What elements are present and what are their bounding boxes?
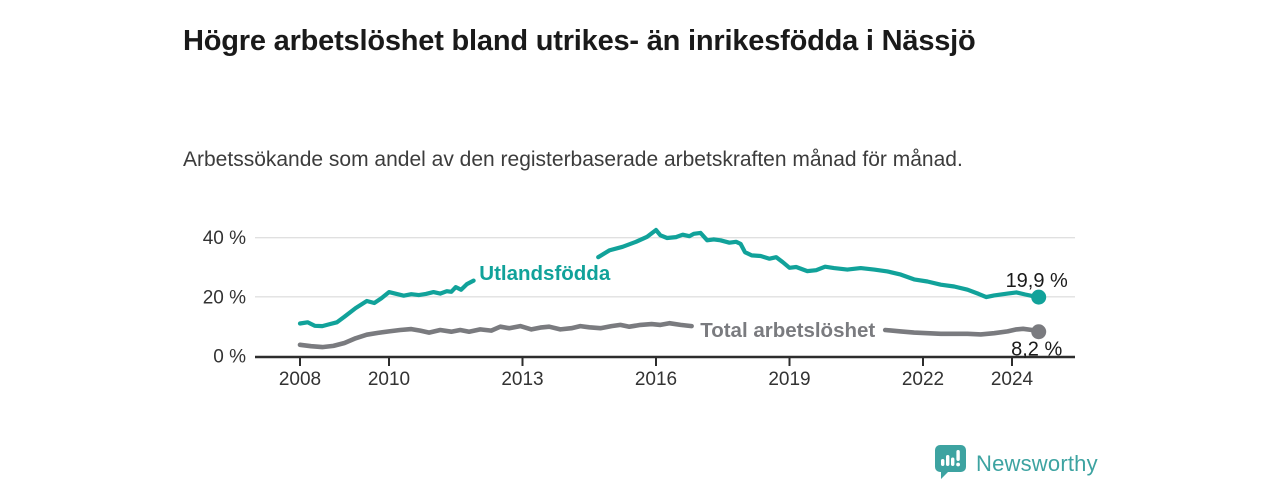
y-tick-label: 20 % [203,287,246,308]
series-inline-label: Utlandsfödda [479,262,611,285]
chart-title: Högre arbetslöshet bland utrikes- än inr… [183,25,976,58]
x-tick-label: 2024 [991,369,1034,390]
series-line-total-arbetsl-shet [297,320,694,350]
x-tick-label: 2022 [902,369,944,390]
series-line-utlandsf-dda [596,227,1041,300]
y-tick-label: 0 % [213,347,246,368]
brand-wordmark: Newsworthy [976,451,1098,476]
chart-subtitle: Arbetssökande som andel av den registerb… [183,148,963,171]
x-tick-label: 2013 [501,369,543,390]
x-tick-label: 2008 [279,369,321,390]
newsworthy-logo-icon [934,444,967,480]
series-inline-label: Total arbetslöshet [700,319,875,342]
y-tick-label: 40 % [203,228,246,249]
x-tick-label: 2016 [635,369,677,390]
series-end-dot [1031,289,1047,305]
x-tick-label: 2019 [768,369,810,390]
series-end-value-label: 19,9 % [1006,270,1068,292]
series-line-utlandsf-dda [297,278,476,329]
series-end-value-label: 8,2 % [1011,339,1062,361]
brand-footer: Newsworthy [934,444,1098,480]
series-end-dot [1031,324,1047,340]
series-line-total-arbetsl-shet [882,326,1041,337]
x-tick-label: 2010 [368,369,410,390]
